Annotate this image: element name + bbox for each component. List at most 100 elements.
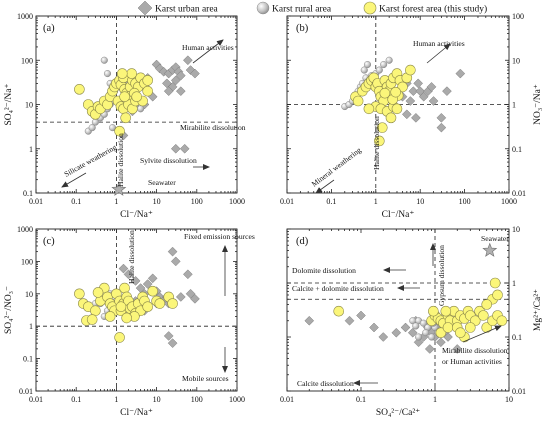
forest-point <box>167 298 178 309</box>
forest-circle-icon <box>363 1 377 15</box>
urban-point <box>344 315 355 326</box>
panel-b-arrow-human <box>426 43 451 64</box>
forest-point <box>390 86 401 98</box>
urban-point <box>455 68 466 79</box>
rural-point <box>88 124 96 132</box>
forest-point <box>142 301 153 312</box>
panel-d-annotation-human: or Human activities <box>442 357 502 366</box>
rural-point <box>375 66 383 74</box>
rural-point <box>363 60 372 69</box>
x-tick-label: 10 <box>416 197 424 206</box>
forest-point <box>374 135 385 147</box>
y-tick-label: 0.01 <box>19 387 33 396</box>
x-tick-label: 10 <box>505 395 513 404</box>
x-tick-label: 0.1 <box>326 197 336 206</box>
panel-b-arrow-mineral <box>315 179 335 194</box>
urban-point <box>436 337 446 348</box>
rural-point <box>360 66 368 74</box>
forest-point <box>379 87 391 99</box>
forest-point <box>131 91 143 103</box>
forest-point <box>435 327 447 339</box>
urban-point <box>436 112 447 123</box>
x-tick-label: 0.01 <box>29 197 43 206</box>
urban-point <box>436 122 447 133</box>
forest-point <box>142 85 153 97</box>
panel-d-frame <box>286 228 510 392</box>
urban-point <box>304 315 315 326</box>
panel-d-annotation-calcite: Calcite dissolution <box>297 379 354 388</box>
seawater-star-icon <box>482 242 498 257</box>
y-tick-label: 1000 <box>17 225 33 234</box>
urban-point <box>400 322 411 333</box>
forest-point <box>496 315 508 327</box>
y-tick-label: 100 <box>21 257 33 266</box>
panel-c-label: (c) <box>43 236 55 247</box>
urban-point <box>130 276 141 286</box>
panel-b-annotation-halite: Halite dissolution <box>372 116 381 170</box>
panel-b-plot: 0.01 0.1 1 10 100 10000.010.1110100Cl⁻/Na⁺NO₃… <box>280 12 543 220</box>
x-tick-label: 1 <box>114 395 118 404</box>
urban-point <box>452 344 463 354</box>
y-tick-label: 1 <box>512 279 516 288</box>
panel-a: 0.01 0.1 1 10 100 10000.11101001000Cl⁻/Na⁺SO₄… <box>4 12 246 220</box>
seawater-star-icon <box>111 181 127 196</box>
forest-point <box>104 311 116 322</box>
forest-point <box>142 75 153 86</box>
forest-point <box>74 288 85 300</box>
legend-item-urban: Karst urban area <box>137 0 219 16</box>
forest-point <box>405 64 416 76</box>
panel-d-arrow-mirabilite <box>462 325 502 343</box>
panel-d-annotation-dolomite: Dolomite dissolution <box>292 266 356 275</box>
forest-point <box>363 103 375 115</box>
panel-b-y-axis-title: NO₃⁻/Na⁺ <box>533 84 543 125</box>
x-tick-label: 10 <box>153 395 161 404</box>
rural-point <box>419 319 428 327</box>
y-tick-label: 100 <box>21 56 33 65</box>
urban-point <box>426 82 437 92</box>
urban-point <box>369 322 379 333</box>
panel-c-plot: 0.01 0.1 1 10 100 1000 0.01 0.1 1 10 100 1000 Cl⁻/Na… <box>4 225 245 418</box>
forest-point <box>478 310 489 321</box>
forest-point <box>481 322 493 333</box>
y-tick-label: 10 <box>25 101 33 110</box>
x-tick-label: 10 <box>153 197 161 206</box>
urban-point <box>123 269 134 280</box>
rural-point <box>428 333 436 341</box>
urban-point <box>175 86 186 97</box>
forest-point <box>333 305 345 317</box>
panel-c-frame <box>35 228 238 392</box>
rural-point <box>100 56 108 64</box>
y-tick-label: 1 <box>512 101 516 110</box>
rural-point <box>137 105 145 113</box>
urban-point <box>162 78 172 89</box>
urban-point <box>190 68 200 79</box>
forest-point <box>465 322 476 333</box>
urban-point <box>408 86 419 97</box>
panel-a-annotation-halite: Halite dissolution <box>116 133 125 187</box>
forest-point <box>492 289 503 301</box>
forest-point <box>120 112 131 124</box>
x-tick-label: 0.1 <box>71 395 81 404</box>
panel-a-arrow-human <box>192 39 224 64</box>
panel-b-x-axis-title: Cl⁻/Na⁺ <box>382 210 415 220</box>
legend-label-rural: Karst rural area <box>272 5 332 15</box>
x-tick-label: 0.01 <box>280 395 294 404</box>
urban-point <box>413 337 424 348</box>
urban-point <box>175 70 186 81</box>
panel-a-annotation-human: Human activities <box>182 43 234 52</box>
urban-point <box>401 109 412 120</box>
forest-point <box>489 277 501 289</box>
panel-a-arrow-silicate <box>61 172 87 188</box>
forest-point <box>74 84 85 95</box>
legend-label-forest: Karst forest area (this study) <box>379 4 487 15</box>
forest-point <box>440 305 452 317</box>
panel-d-label: (d) <box>296 236 309 247</box>
urban-point <box>356 310 366 321</box>
urban-point <box>190 293 200 304</box>
urban-point <box>179 143 190 154</box>
panel-a-plot: 0.01 0.1 1 10 100 10000.11101001000Cl⁻/Na⁺SO₄… <box>4 12 245 220</box>
urban-point <box>183 269 193 280</box>
panel-c-y-axis-title: SO₄²⁻/NO₃⁻ <box>4 286 14 334</box>
y-tick-label: 0.1 <box>23 189 33 198</box>
panel-d-annotation-calcite-dolomite: Calcite + dolomite dissolution <box>292 284 384 293</box>
